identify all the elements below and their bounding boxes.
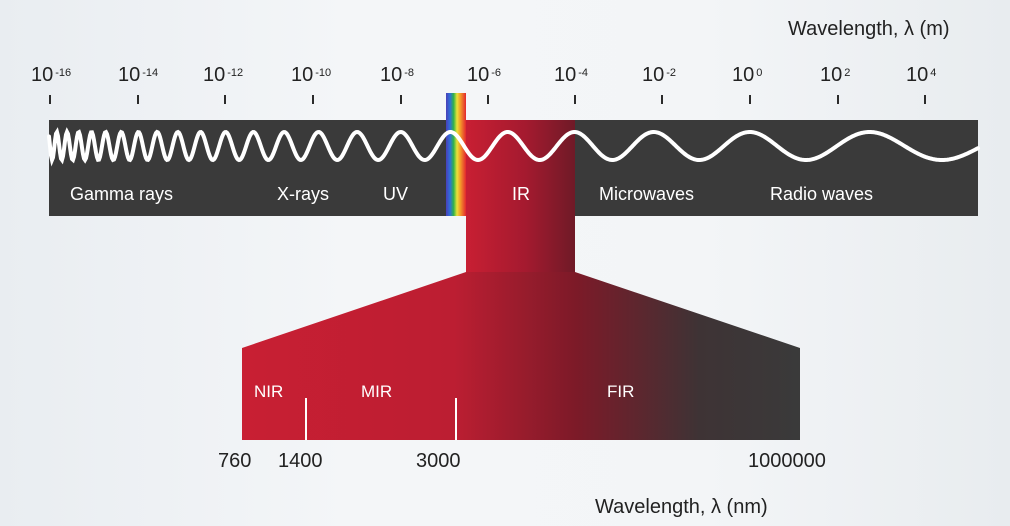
top-axis-label: 10 -8 <box>380 64 415 86</box>
em-wave <box>47 127 980 167</box>
top-axis-tick <box>924 95 926 104</box>
top-axis-label: 10 -10 <box>291 64 332 86</box>
top-axis-label: 10 -4 <box>554 64 589 86</box>
band-label-xrays: X-rays <box>277 184 329 204</box>
ir-band-mir: MIR <box>361 382 392 401</box>
band-label-uv: UV <box>383 184 408 204</box>
top-axis-tick <box>487 95 489 104</box>
top-axis-tick <box>49 95 51 104</box>
ir-tick-label: 1400 <box>278 450 323 472</box>
top-axis-label: 10 -6 <box>467 64 502 86</box>
ir-tick-label: 760 <box>218 450 252 472</box>
band-label-microwaves: Microwaves <box>599 184 694 204</box>
top-axis-label: 10 0 <box>732 64 763 86</box>
band-label-radio: Radio waves <box>770 184 873 204</box>
ir-tick-label: 3000 <box>416 450 461 472</box>
top-axis-label: 10 -2 <box>642 64 677 86</box>
ir-band-fir: FIR <box>607 382 634 401</box>
band-label-gamma: Gamma rays <box>70 184 173 204</box>
ir-band-nir: NIR <box>254 382 283 401</box>
bottom-axis-title: Wavelength, λ (nm) <box>595 496 768 518</box>
top-axis-tick <box>837 95 839 104</box>
top-axis-tick <box>137 95 139 104</box>
top-axis-tick <box>400 95 402 104</box>
top-axis-tick <box>574 95 576 104</box>
ir-tick-label: 1000000 <box>748 450 826 472</box>
top-axis-label: 10 -16 <box>31 64 72 86</box>
top-axis-title: Wavelength, λ (m) <box>788 18 950 40</box>
top-axis-tick <box>224 95 226 104</box>
top-axis-tick <box>661 95 663 104</box>
top-axis-label: 10 -14 <box>118 64 159 86</box>
top-axis-tick <box>749 95 751 104</box>
top-axis-tick <box>312 95 314 104</box>
top-axis-label: 10 2 <box>820 64 851 86</box>
top-axis-label: 10 -12 <box>203 64 244 86</box>
ir-zoom-shape <box>242 120 800 440</box>
top-axis-label: 10 4 <box>906 64 937 86</box>
band-label-ir: IR <box>512 184 530 204</box>
visible-light-strip <box>446 93 466 216</box>
